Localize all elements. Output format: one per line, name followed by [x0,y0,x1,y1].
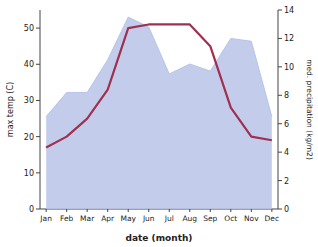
x-tick-label: Feb [60,214,74,223]
y-tick-label: 30 [24,96,34,105]
x-tick-label: Aug [182,214,197,223]
x-tick [210,209,211,212]
precipitation-area [46,17,272,209]
x-tick [128,209,129,212]
temperature-line [46,24,272,147]
precipitation-line [46,17,272,117]
y-axis-line [40,10,41,209]
y2-axis-label: med. precipitation (kg/m2) [305,59,314,160]
x-tick [189,209,190,212]
y-tick-label: 0 [29,205,34,214]
y2-tick-label: 14 [284,6,294,15]
x-tick [107,209,108,212]
plot-area [46,17,272,209]
y2-tick-label: 2 [284,177,289,186]
chart: 0 10 20 30 40 50 0 2 4 6 8 10 12 14 Jan Feb Mar Apr May Jun… [0,0,318,247]
y-tick-label: 40 [24,60,34,69]
x-tick-label: Apr [101,214,115,223]
y2-tick [278,10,282,11]
y2-axis-line [278,10,279,209]
y2-tick [278,152,282,153]
y-tick [36,28,40,29]
y-tick-label: 20 [24,133,34,142]
x-tick-label: Mar [80,214,95,223]
y-tick [36,136,40,137]
x-tick [251,209,252,212]
y-tick [36,209,40,210]
x-tick [87,209,88,212]
y2-tick [278,38,282,39]
x-tick [169,209,170,212]
y-tick [36,64,40,65]
y2-tick-label: 0 [284,205,289,214]
x-tick [46,209,47,212]
x-tick-label: Sep [203,214,217,223]
x-tick [148,209,149,212]
x-tick-label: Nov [244,214,259,223]
x-axis-label: date (month) [126,233,193,243]
y-tick-label: 50 [24,24,34,33]
y-axis-label: max temp (C) [6,82,15,137]
x-tick-label: Oct [224,214,237,223]
x-tick-label: Jun [142,214,155,223]
y2-tick-label: 6 [284,120,289,129]
y2-tick [278,180,282,181]
y2-tick-label: 12 [284,34,294,43]
x-tick [271,209,272,212]
y2-tick [278,123,282,124]
y2-tick-label: 8 [284,91,289,100]
x-tick-label: Dec [265,214,280,223]
x-tick-label: Jul [164,214,174,223]
x-tick [230,209,231,212]
y2-tick [278,66,282,67]
y2-tick [278,95,282,96]
y2-tick-label: 4 [284,148,289,157]
y-tick [36,100,40,101]
x-tick-label: Jan [39,214,52,223]
x-tick-label: May [120,214,136,223]
x-tick [66,209,67,212]
y-tick-label: 10 [24,169,34,178]
y2-tick [278,209,282,210]
y-tick [36,172,40,173]
y2-tick-label: 10 [284,63,294,72]
